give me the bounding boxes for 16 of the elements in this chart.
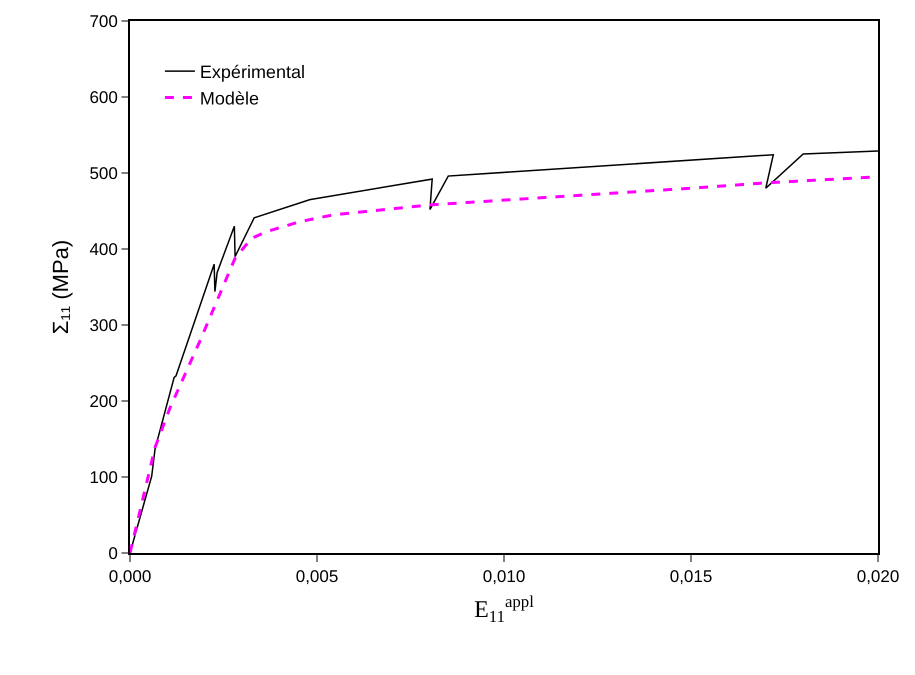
- x-tick-label: 0,010: [482, 567, 526, 586]
- y-tick-label: 100: [89, 468, 118, 487]
- y-tick-label: 0: [108, 544, 118, 563]
- legend-label: Modèle: [200, 88, 259, 109]
- x-tick-label: 0,000: [108, 567, 152, 586]
- x-tick-label: 0,005: [296, 567, 338, 586]
- y-tick-label: 200: [89, 392, 118, 411]
- legend-label: Expérimental: [200, 62, 305, 82]
- y-tick-label: 400: [89, 240, 118, 259]
- y-tick-label: 300: [89, 316, 118, 335]
- x-tick-label: 0,020: [856, 567, 900, 586]
- y-tick-label: 500: [89, 164, 118, 183]
- x-tick-label: 0,015: [670, 567, 712, 586]
- y-tick-label: 700: [89, 12, 118, 31]
- y-axis-title: Σ₁₁ (MPa): [48, 240, 73, 334]
- y-tick-label: 600: [89, 88, 118, 107]
